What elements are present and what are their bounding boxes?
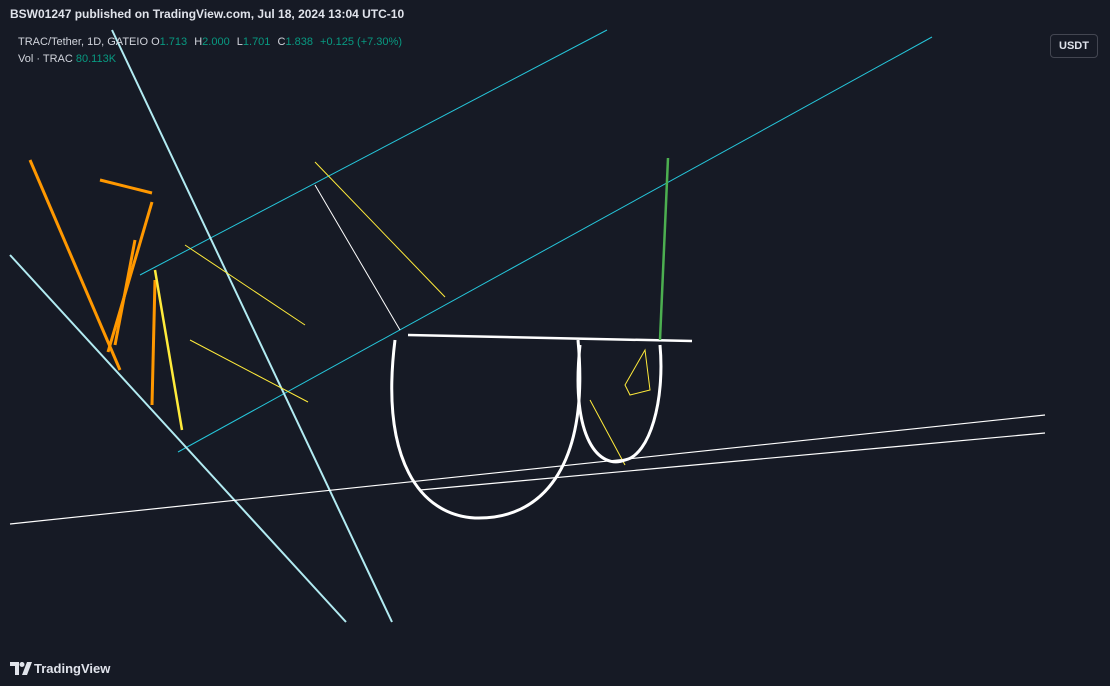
trendline (314, 161, 446, 298)
label: L (236, 36, 243, 48)
header-title: BSW01247 published on TradingView.com, J… (10, 7, 405, 21)
value: 80.113K (75, 53, 117, 65)
trendline (153, 269, 184, 431)
trendline (177, 36, 933, 453)
label: O (151, 36, 160, 48)
trendline (9, 414, 1046, 525)
trendline (9, 254, 347, 623)
trendline (113, 239, 137, 346)
rim-line (407, 333, 693, 343)
label: Vol · TRAC (18, 53, 73, 65)
volume-legend: Vol · TRAC 80.113K (18, 53, 120, 65)
trendline (28, 159, 122, 371)
trendline (589, 399, 626, 466)
value: 1.701 (242, 36, 271, 48)
symbol: TRAC/Tether, 1D, GATEIO (18, 36, 148, 48)
pattern (624, 348, 651, 396)
trendline (184, 244, 306, 326)
currency-button[interactable]: USDT (1050, 34, 1098, 58)
trendline (139, 29, 608, 276)
trendline (189, 339, 309, 403)
change: +0.125 (+7.30%) (320, 36, 402, 48)
trendline (419, 432, 1046, 491)
value: 2.000 (202, 36, 230, 48)
trendline (99, 178, 153, 195)
brand: TradingView (34, 661, 111, 676)
handle (576, 344, 663, 464)
logo (10, 662, 32, 675)
cup (390, 339, 582, 520)
value: 1.838 (285, 36, 313, 48)
legend: TRAC/Tether, 1D, GATEIO O1.713 H2.000 L1… (18, 36, 406, 48)
label: C (277, 36, 286, 48)
value: 1.713 (159, 36, 188, 48)
label: H (194, 36, 203, 48)
drawings (9, 29, 1046, 623)
projection (658, 157, 670, 341)
trendline (150, 279, 157, 406)
trendline (314, 184, 401, 331)
trendline (106, 201, 154, 353)
trendline (111, 29, 393, 623)
